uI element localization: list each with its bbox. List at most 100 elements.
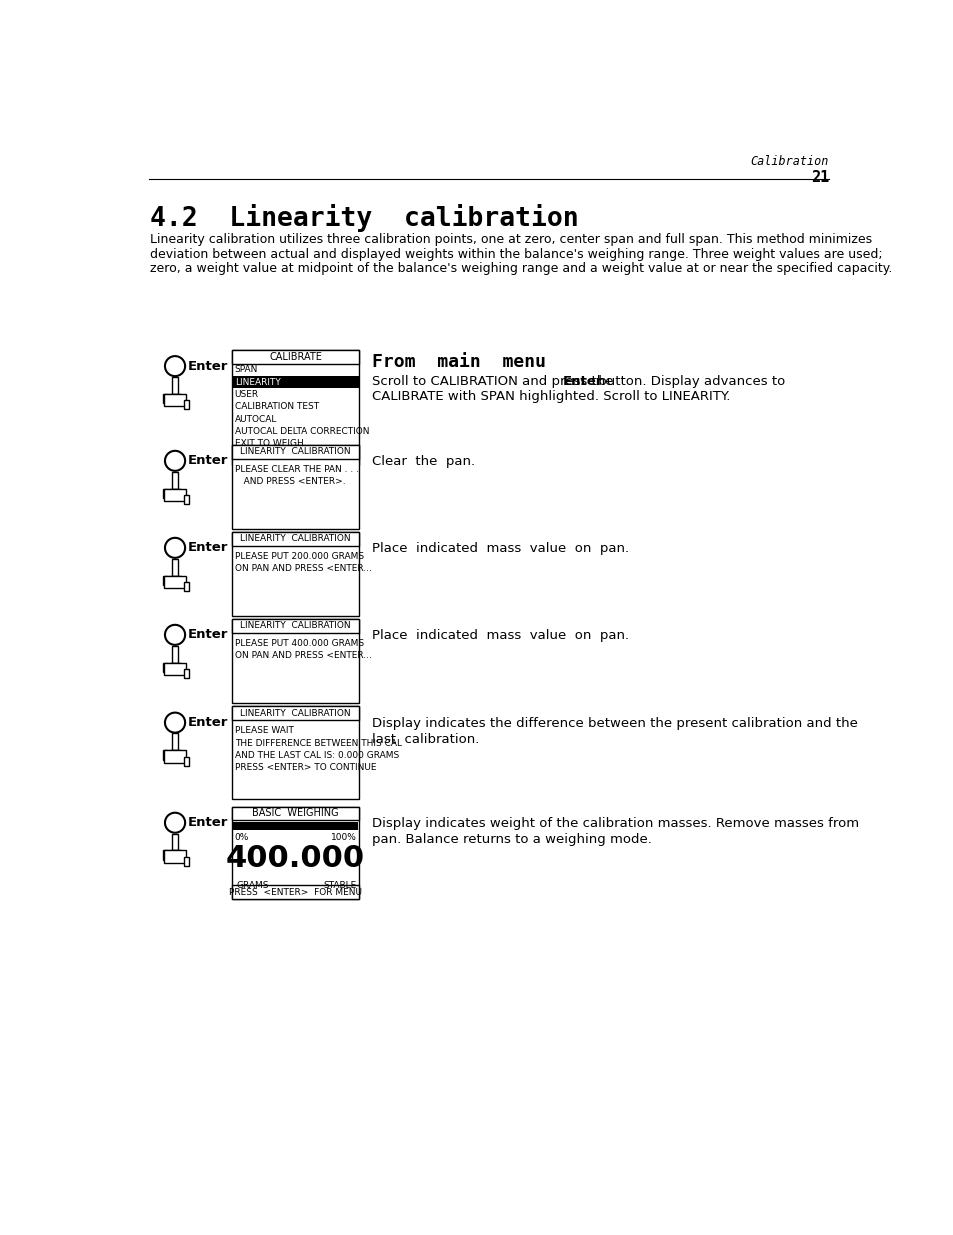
Text: CALIBRATE: CALIBRATE: [269, 352, 322, 362]
Bar: [175, 576, 181, 585]
Bar: [232, 806, 359, 820]
Bar: [169, 751, 174, 760]
Bar: [169, 576, 174, 585]
Text: LINEARITY  CALIBRATION: LINEARITY CALIBRATION: [240, 447, 351, 456]
Bar: [184, 400, 189, 409]
Bar: [175, 489, 181, 498]
Text: AUTOCAL: AUTOCAL: [234, 415, 276, 424]
Bar: [163, 394, 169, 403]
Bar: [184, 582, 189, 592]
Text: Scroll to CALIBRATION and press the: Scroll to CALIBRATION and press the: [372, 374, 617, 388]
Bar: [164, 489, 186, 501]
Bar: [163, 489, 169, 498]
Text: BASIC  WEIGHING: BASIC WEIGHING: [252, 809, 338, 819]
Text: ON PAN AND PRESS <ENTER...: ON PAN AND PRESS <ENTER...: [235, 651, 372, 659]
Bar: [163, 662, 169, 672]
Text: last  calibration.: last calibration.: [372, 732, 478, 746]
Text: CALIBRATE with SPAN highlighted. Scroll to LINEARITY.: CALIBRATE with SPAN highlighted. Scroll …: [372, 390, 729, 403]
Bar: [169, 489, 174, 498]
Text: Enter: Enter: [187, 816, 228, 829]
Text: Clear  the  pan.: Clear the pan.: [372, 456, 475, 468]
Bar: [184, 495, 189, 504]
Text: Enter: Enter: [187, 541, 228, 555]
Bar: [232, 706, 359, 720]
Text: PLEASE CLEAR THE PAN . . .: PLEASE CLEAR THE PAN . . .: [235, 464, 359, 474]
Bar: [232, 706, 359, 799]
Text: Place  indicated  mass  value  on  pan.: Place indicated mass value on pan.: [372, 542, 628, 556]
Bar: [164, 662, 186, 674]
Text: 0%: 0%: [234, 832, 249, 842]
Text: PLEASE WAIT: PLEASE WAIT: [235, 726, 294, 736]
Text: Place  indicated  mass  value  on  pan.: Place indicated mass value on pan.: [372, 630, 628, 642]
Text: THE DIFFERENCE BETWEEN THIS CAL: THE DIFFERENCE BETWEEN THIS CAL: [235, 739, 402, 747]
Bar: [232, 619, 359, 632]
Text: pan. Balance returns to a weighing mode.: pan. Balance returns to a weighing mode.: [372, 832, 651, 846]
Text: GRAMS: GRAMS: [236, 881, 269, 889]
Text: Enter: Enter: [187, 359, 228, 373]
Text: LINEARITY  CALIBRATION: LINEARITY CALIBRATION: [240, 621, 351, 630]
Text: LINEARITY  CALIBRATION: LINEARITY CALIBRATION: [240, 709, 351, 718]
Bar: [164, 576, 186, 588]
Text: AUTOCAL DELTA CORRECTION: AUTOCAL DELTA CORRECTION: [234, 427, 369, 436]
Text: PLEASE PUT 200.000 GRAMS: PLEASE PUT 200.000 GRAMS: [235, 552, 364, 561]
Bar: [175, 851, 181, 860]
Bar: [232, 350, 359, 466]
Bar: [232, 377, 359, 389]
Bar: [172, 558, 177, 576]
Bar: [169, 394, 174, 403]
Bar: [175, 751, 181, 760]
Text: AND PRESS <ENTER>.: AND PRESS <ENTER>.: [235, 477, 346, 487]
Text: Enter: Enter: [187, 629, 228, 641]
Bar: [164, 394, 186, 406]
Text: button. Display advances to: button. Display advances to: [593, 374, 784, 388]
Bar: [232, 885, 359, 899]
Text: 100%: 100%: [330, 832, 356, 842]
Text: STABLE: STABLE: [323, 881, 356, 889]
Bar: [172, 377, 177, 394]
Text: Enter: Enter: [187, 454, 228, 467]
Text: ON PAN AND PRESS <ENTER...: ON PAN AND PRESS <ENTER...: [235, 564, 372, 573]
Text: PRESS  <ENTER>  FOR MENU: PRESS <ENTER> FOR MENU: [229, 888, 362, 897]
Bar: [232, 350, 359, 364]
Text: CALIBRATION TEST: CALIBRATION TEST: [234, 403, 318, 411]
Text: SPAN: SPAN: [234, 366, 258, 374]
Text: From  main  menu: From main menu: [372, 353, 545, 370]
Bar: [233, 823, 357, 830]
Text: 21: 21: [810, 170, 828, 185]
Bar: [232, 619, 359, 704]
Bar: [172, 646, 177, 662]
Text: zero, a weight value at midpoint of the balance's weighing range and a weight va: zero, a weight value at midpoint of the …: [150, 262, 892, 275]
Text: Linearity calibration utilizes three calibration points, one at zero, center spa: Linearity calibration utilizes three cal…: [150, 233, 871, 246]
Bar: [184, 857, 189, 866]
Bar: [232, 531, 359, 616]
Bar: [169, 662, 174, 672]
Text: Enter: Enter: [561, 374, 602, 388]
Text: USER: USER: [234, 390, 258, 399]
Text: 4.2  Linearity  calibration: 4.2 Linearity calibration: [150, 204, 578, 232]
Bar: [172, 472, 177, 489]
Text: Display indicates the difference between the present calibration and the: Display indicates the difference between…: [372, 718, 857, 730]
Bar: [163, 851, 169, 860]
Text: LINEARITY: LINEARITY: [234, 378, 280, 387]
Bar: [163, 576, 169, 585]
Bar: [232, 445, 359, 530]
Bar: [232, 531, 359, 546]
Bar: [184, 668, 189, 678]
Text: PRESS <ENTER> TO CONTINUE: PRESS <ENTER> TO CONTINUE: [235, 763, 376, 772]
Text: PLEASE PUT 400.000 GRAMS: PLEASE PUT 400.000 GRAMS: [235, 638, 364, 647]
Bar: [232, 806, 359, 899]
Bar: [163, 751, 169, 760]
Bar: [169, 851, 174, 860]
Text: deviation between actual and displayed weights within the balance's weighing ran: deviation between actual and displayed w…: [150, 247, 882, 261]
Bar: [175, 662, 181, 672]
Text: EXIT TO WEIGH: EXIT TO WEIGH: [234, 440, 303, 448]
Bar: [232, 445, 359, 458]
Text: AND THE LAST CAL IS: 0.000 GRAMS: AND THE LAST CAL IS: 0.000 GRAMS: [235, 751, 399, 760]
Bar: [164, 851, 186, 863]
Text: LINEARITY  CALIBRATION: LINEARITY CALIBRATION: [240, 534, 351, 543]
Bar: [184, 757, 189, 766]
Bar: [164, 751, 186, 763]
Bar: [172, 734, 177, 751]
Bar: [172, 834, 177, 851]
Text: Calibration: Calibration: [750, 156, 828, 168]
